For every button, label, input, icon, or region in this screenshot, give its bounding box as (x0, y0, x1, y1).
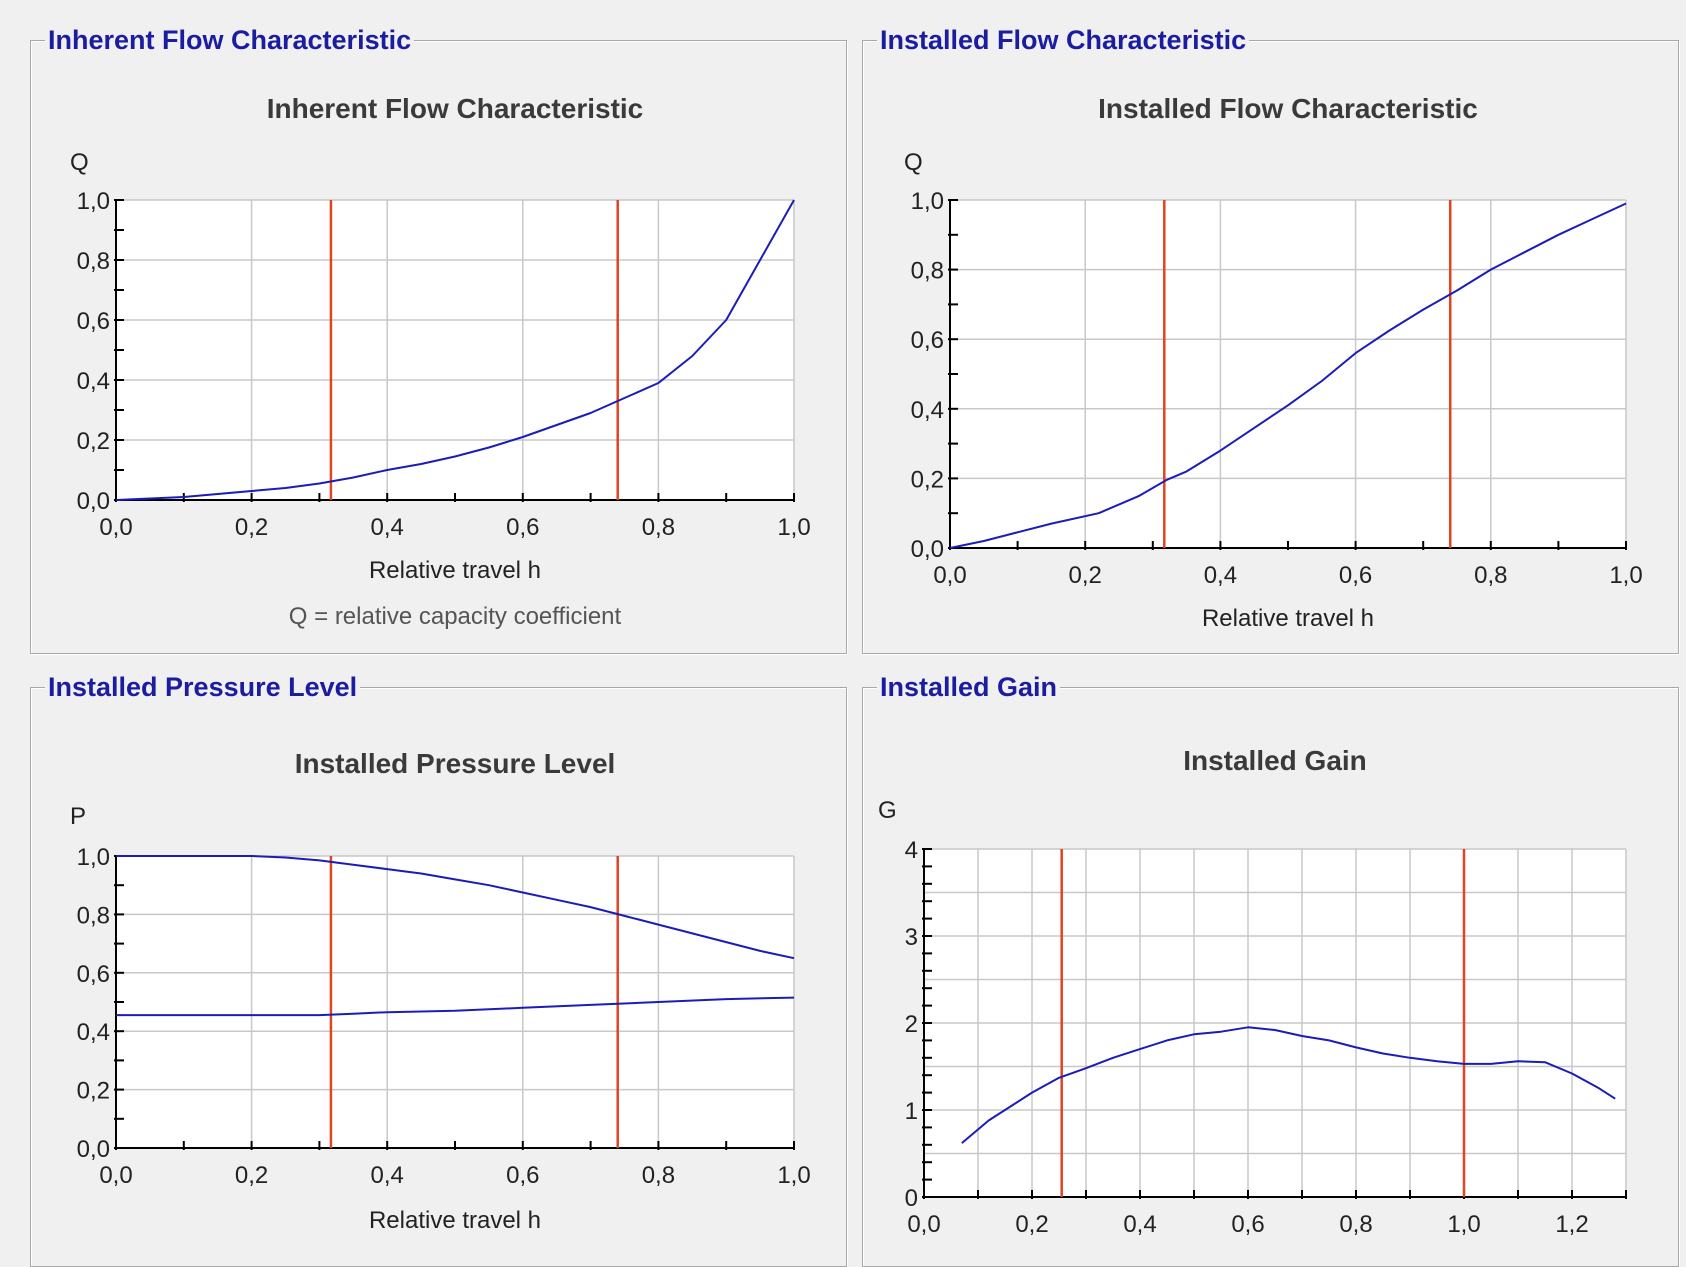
gain-y-tick-label: 0 (905, 1185, 918, 1212)
installed_flow-title: Installed Flow Characteristic (1098, 93, 1478, 124)
installed_flow-x-tick-label: 0,4 (1204, 562, 1237, 589)
pressure-y-tick-label: 0,4 (77, 1019, 110, 1046)
inherent-x-tick-label: 0,4 (371, 514, 404, 541)
inherent-title: Inherent Flow Characteristic (267, 93, 644, 124)
gain-y-tick-label: 4 (905, 837, 918, 864)
inherent-series-line (115, 199, 795, 501)
installed_flow-x-axis-label: Relative travel h (1202, 605, 1374, 632)
inherent-x-tick-label: 0,0 (99, 514, 132, 541)
installed-flow-group-title: Installed Flow Characteristic (877, 21, 1250, 59)
gain-x-tick-label: 0,4 (1123, 1211, 1156, 1235)
gain-x-tick-label: 1,2 (1555, 1211, 1588, 1235)
inherent-flow-group: Inherent Flow Characteristic (30, 21, 847, 654)
gain-y-tick-label: 3 (905, 924, 918, 951)
pressure-x-tick-label: 0,0 (99, 1162, 132, 1189)
pressure-series-line (116, 996, 795, 1017)
charts-canvas: 0,0 0,2 0,4 0,6 0,8 1,0 0,0 0,2 0,4 0,6 0,8 1,0 Inhe… (70, 93, 1643, 1235)
inherent-y-tick-label: 0,6 (77, 308, 110, 335)
gain-series-line (961, 1026, 1616, 1144)
installed_flow-y-axis-label: Q (904, 149, 923, 176)
installed_flow-y-tick-label: 0,8 (911, 258, 944, 285)
installed_flow-y-tick-label: 0,4 (911, 397, 944, 424)
pressure-x-tick-label: 0,2 (235, 1162, 268, 1189)
inherent-plot-area (116, 200, 794, 500)
pressure-y-axis-label: P (70, 803, 86, 830)
pressure-y-tick-label: 0,8 (77, 902, 110, 929)
pressure-series-line (116, 855, 795, 960)
pressure-x-tick-label: 0,4 (371, 1162, 404, 1189)
gain-x-tick-label: 0,8 (1339, 1211, 1372, 1235)
installed-gain-group-title: Installed Gain (877, 668, 1061, 706)
installed_flow-series-line (949, 202, 1627, 549)
installed_flow-x-tick-label: 0,6 (1339, 562, 1372, 589)
installed_flow-x-tick-label: 1,0 (1609, 562, 1642, 589)
installed-flow-group: Installed Flow Characteristic (862, 21, 1679, 654)
gain-title: Installed Gain (1183, 745, 1367, 776)
inherent-y-tick-label: 0,4 (77, 368, 110, 395)
gain-y-tick-label: 1 (905, 1098, 918, 1125)
installed_flow-y-tick-label: 0,6 (911, 327, 944, 354)
pressure-plot-area (116, 856, 794, 1148)
installed_flow-y-tick-label: 0,0 (911, 536, 944, 563)
inherent-y-tick-label: 0,2 (77, 428, 110, 455)
inherent-x-tick-label: 0,6 (506, 514, 539, 541)
gain-x-tick-label: 0,2 (1015, 1211, 1048, 1235)
installed_flow-y-tick-label: 0,2 (911, 466, 944, 493)
installed_flow-x-tick-label: 0,2 (1069, 562, 1102, 589)
installed_flow-y-tick-label: 1,0 (911, 188, 944, 215)
pressure-x-tick-label: 1,0 (777, 1162, 810, 1189)
installed-pressure-group: Installed Pressure Level (30, 668, 847, 1267)
gain-x-tick-label: 0,6 (1231, 1211, 1264, 1235)
inherent-x-tick-label: 0,8 (642, 514, 675, 541)
pressure-y-tick-label: 0,2 (77, 1078, 110, 1105)
inherent-note: Q = relative capacity coefficient (289, 603, 622, 630)
pressure-x-tick-label: 0,6 (506, 1162, 539, 1189)
pressure-y-tick-label: 0,6 (77, 961, 110, 988)
pressure-title: Installed Pressure Level (295, 748, 616, 779)
pressure-chart: 0,0 0,2 0,4 0,6 0,8 1,0 0,0 0,2 0,4 0,6 0,8 1,0 Inst… (70, 748, 811, 1234)
inherent-x-axis-label: Relative travel h (369, 557, 541, 584)
inherent-x-tick-label: 1,0 (777, 514, 810, 541)
installed_flow-x-tick-label: 0,0 (933, 562, 966, 589)
inherent-y-tick-label: 0,8 (77, 248, 110, 275)
gain-x-tick-label: 1,0 (1447, 1211, 1480, 1235)
pressure-y-tick-label: 1,0 (77, 844, 110, 871)
inherent-flow-group-title: Inherent Flow Characteristic (45, 21, 415, 59)
gain-y-tick-label: 2 (905, 1011, 918, 1038)
gain-x-tick-label: 0,0 (907, 1211, 940, 1235)
gain-chart: 0,0 0,2 0,4 0,6 0,8 1,0 1,2 0 1 2 3 4 Installed Gain… (878, 745, 1627, 1235)
pressure-x-axis-label: Relative travel h (369, 1207, 541, 1234)
gain-y-axis-label: G (878, 797, 897, 824)
pressure-x-tick-label: 0,8 (642, 1162, 675, 1189)
installed_flow-x-tick-label: 0,8 (1474, 562, 1507, 589)
installed_flow-chart: 0,0 0,2 0,4 0,6 0,8 1,0 0,0 0,2 0,4 0,6 0,8 1,0 Inst… (904, 93, 1643, 632)
inherent-chart: 0,0 0,2 0,4 0,6 0,8 1,0 0,0 0,2 0,4 0,6 0,8 1,0 Inhe… (70, 93, 811, 630)
installed-pressure-group-title: Installed Pressure Level (45, 668, 361, 706)
pressure-y-tick-label: 0,0 (77, 1136, 110, 1163)
inherent-x-tick-label: 0,2 (235, 514, 268, 541)
inherent-y-tick-label: 1,0 (77, 188, 110, 215)
inherent-y-tick-label: 0,0 (77, 488, 110, 515)
inherent-y-axis-label: Q (70, 149, 89, 176)
